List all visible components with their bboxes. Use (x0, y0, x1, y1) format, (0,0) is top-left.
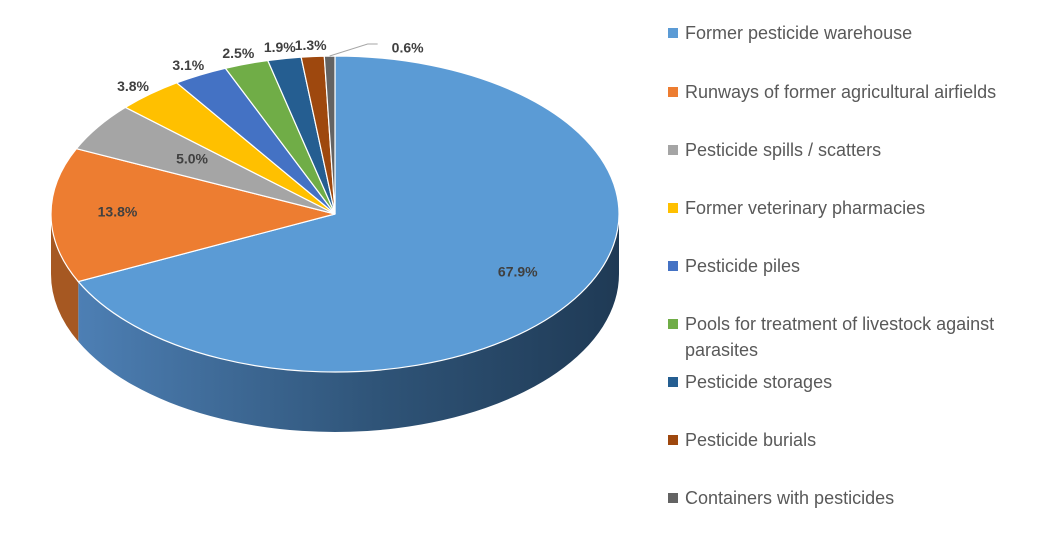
pie-side-walls (51, 214, 619, 432)
legend-swatch-2 (668, 145, 678, 155)
legend-item-4: Pesticide piles (668, 253, 1038, 279)
data-label-0: 67.9% (498, 264, 538, 280)
data-label-5: 2.5% (222, 45, 254, 61)
legend-swatch-1 (668, 87, 678, 97)
pie-slice-0 (77, 55, 620, 373)
legend-label-5: Pools for treatment of livestock against… (685, 314, 995, 360)
pie-chart-svg: 67.9% 13.8% 5.0% 3.8% 3.1% 2.5% 1.9%1.3% 0.6% (50, 37, 620, 432)
legend-item-7: Pesticide burials (668, 427, 1038, 453)
pie-side-1 (51, 214, 79, 342)
legend-label-0: Former pesticide warehouse (685, 23, 913, 43)
pie-data-labels: 67.9% 13.8% 5.0% 3.8% 3.1% 2.5% 1.9%1.3% 0.6% (98, 37, 539, 280)
legend-label-2: Pesticide spills / scatters (685, 140, 882, 160)
legend-label-7: Pesticide burials (685, 430, 817, 450)
legend-item-8: Containers with pesticides (668, 485, 1038, 511)
legend-item-5: Pools for treatment of livestock against… (668, 311, 1038, 363)
legend-item-1: Runways of former agricultural airfields (668, 79, 1038, 105)
legend-label-4: Pesticide piles (685, 256, 801, 276)
data-label-2: 5.0% (176, 151, 208, 167)
legend-item-6: Pesticide storages (668, 369, 1038, 395)
legend-item-3: Former veterinary pharmacies (668, 195, 1038, 221)
legend-item-2: Pesticide spills / scatters (668, 137, 1038, 163)
data-label-7: 1.3% (295, 37, 327, 53)
legend-swatch-4 (668, 261, 678, 271)
leader-line-8 (329, 43, 378, 57)
legend-label-8: Containers with pesticides (685, 488, 895, 508)
data-label-4: 3.1% (172, 57, 204, 73)
legend-label-1: Runways of former agricultural airfields (685, 82, 997, 102)
pie-slice-1 (50, 148, 336, 283)
legend-swatch-6 (668, 377, 678, 387)
data-label-8: 0.6% (392, 40, 424, 56)
pie-slice-8 (323, 55, 336, 215)
legend-label-6: Pesticide storages (685, 372, 833, 392)
legend-label-3: Former veterinary pharmacies (685, 198, 926, 218)
legend-swatch-7 (668, 435, 678, 445)
data-label-3: 3.8% (117, 78, 149, 94)
data-label-1: 13.8% (98, 204, 138, 220)
legend-item-0: Former pesticide warehouse (668, 20, 1038, 46)
legend-swatch-5 (668, 319, 678, 329)
legend-swatch-8 (668, 493, 678, 503)
legend-swatch-3 (668, 203, 678, 213)
data-label-6: 1.9% (264, 39, 296, 55)
pie-side-0 (78, 214, 619, 432)
legend-swatch-0 (668, 28, 678, 38)
pie-top-faces (50, 55, 620, 373)
pie-chart: 67.9% 13.8% 5.0% 3.8% 3.1% 2.5% 1.9% 1.3% 0.6% (50, 37, 620, 432)
